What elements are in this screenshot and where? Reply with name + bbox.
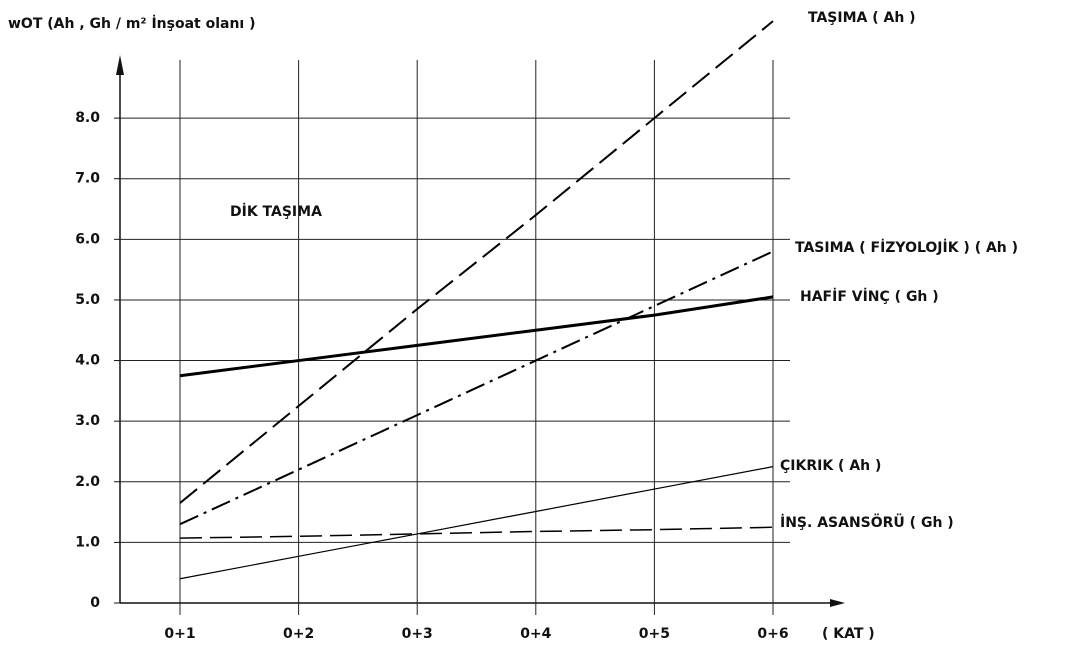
x-axis-arrow: [830, 599, 845, 607]
series-label: İNŞ. ASANSÖRÜ ( Gh ): [780, 513, 954, 531]
series-line: [179, 526, 774, 539]
x-tick-label: 0+1: [164, 626, 195, 642]
y-axis-label: wOT (Ah , Gh / m² İnşoat olanı ): [8, 15, 255, 32]
series-label: TASIMA ( FİZYOLOJİK ) ( Ah ): [795, 239, 1018, 256]
y-tick-label: 6.0: [75, 231, 100, 247]
annotation: DİK TAŞIMA: [230, 203, 322, 220]
y-tick-label: 4.0: [75, 353, 100, 369]
y-tick-label: 0: [90, 595, 100, 611]
y-tick-label: 3.0: [75, 413, 100, 429]
x-tick-label: 0+6: [757, 626, 788, 642]
series-line: [179, 295, 774, 378]
y-tick-label: 1.0: [75, 534, 100, 550]
series-line: [179, 466, 774, 580]
x-tick-label: 0+3: [402, 626, 433, 642]
x-tick-label: 0+2: [283, 626, 314, 642]
series-line: [179, 250, 774, 526]
y-tick-label: 7.0: [75, 171, 100, 187]
x-axis-label: ( KAT ): [822, 626, 875, 642]
series-line: [179, 20, 774, 504]
series-label: HAFİF VİNÇ ( Gh ): [800, 288, 939, 305]
series-label: ÇIKRIK ( Ah ): [780, 458, 881, 474]
series-label: TAŞIMA ( Ah ): [808, 10, 916, 26]
x-tick-label: 0+4: [520, 626, 551, 642]
y-axis-arrow: [116, 55, 124, 75]
y-tick-label: 5.0: [75, 292, 100, 308]
y-tick-label: 8.0: [75, 110, 100, 126]
y-tick-label: 2.0: [75, 474, 100, 490]
x-tick-label: 0+5: [639, 626, 670, 642]
